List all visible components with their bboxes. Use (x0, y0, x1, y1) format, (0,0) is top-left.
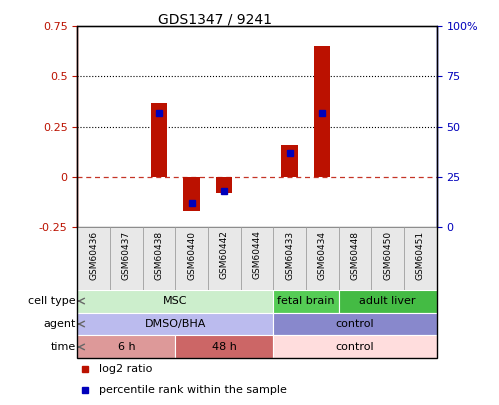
Bar (273, 227, 306, 290)
Bar (273, 335, 437, 358)
Text: log2 ratio: log2 ratio (99, 364, 152, 374)
Bar (175, 335, 273, 358)
Bar (77, 335, 175, 358)
Text: control: control (336, 342, 374, 352)
Text: GSM60436: GSM60436 (89, 230, 98, 279)
Bar (175, 227, 208, 290)
Text: time: time (50, 342, 76, 352)
Text: GSM60440: GSM60440 (187, 230, 196, 279)
Text: DMSO/BHA: DMSO/BHA (145, 319, 206, 329)
Bar (339, 227, 371, 290)
Text: GSM60437: GSM60437 (122, 230, 131, 279)
Bar (216, 177, 233, 193)
Text: cell type: cell type (28, 296, 76, 306)
Bar (339, 290, 437, 313)
Text: agent: agent (43, 319, 76, 329)
Text: GSM60442: GSM60442 (220, 230, 229, 279)
Bar (273, 313, 437, 335)
Text: control: control (336, 319, 374, 329)
Bar (77, 290, 273, 313)
Text: fetal brain: fetal brain (277, 296, 335, 306)
Text: adult liver: adult liver (359, 296, 416, 306)
Bar (143, 227, 175, 290)
Bar (306, 227, 339, 290)
Bar (184, 177, 200, 211)
Bar (77, 227, 110, 290)
Bar (208, 227, 241, 290)
Text: 48 h: 48 h (212, 342, 237, 352)
Text: GDS1347 / 9241: GDS1347 / 9241 (158, 13, 271, 27)
Text: GSM60434: GSM60434 (318, 230, 327, 279)
Text: GSM60444: GSM60444 (252, 230, 261, 279)
Text: GSM60448: GSM60448 (350, 230, 359, 279)
Bar (281, 145, 298, 177)
Text: 6 h: 6 h (118, 342, 135, 352)
Text: percentile rank within the sample: percentile rank within the sample (99, 385, 287, 395)
Text: GSM60438: GSM60438 (155, 230, 164, 279)
Text: GSM60451: GSM60451 (416, 230, 425, 279)
Bar (151, 102, 167, 177)
Bar (404, 227, 437, 290)
Bar (110, 227, 143, 290)
Text: GSM60450: GSM60450 (383, 230, 392, 279)
Text: MSC: MSC (163, 296, 188, 306)
Bar (77, 313, 273, 335)
Bar (273, 290, 339, 313)
Bar (371, 227, 404, 290)
Bar (314, 46, 330, 177)
Bar (241, 227, 273, 290)
Text: GSM60433: GSM60433 (285, 230, 294, 279)
